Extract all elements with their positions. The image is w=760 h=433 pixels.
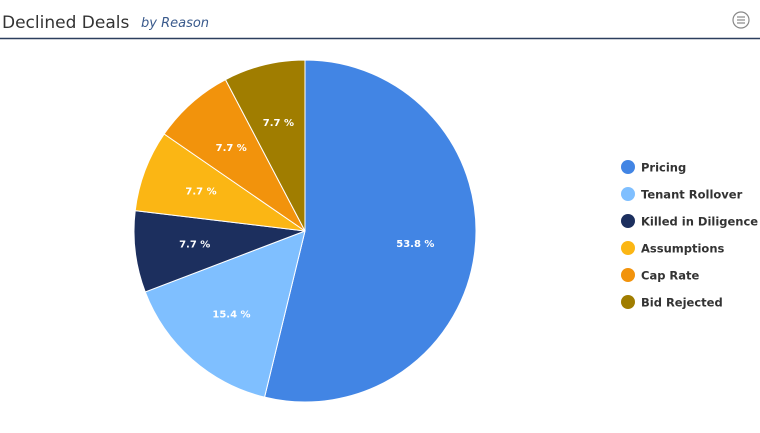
legend-marker[interactable] bbox=[621, 187, 635, 201]
slice-label: 7.7 % bbox=[216, 143, 247, 154]
legend-label[interactable]: Killed in Diligence bbox=[641, 215, 758, 229]
slice-label: 15.4 % bbox=[212, 309, 250, 320]
chart-title: Declined Deals bbox=[2, 13, 129, 33]
legend-marker[interactable] bbox=[621, 160, 635, 174]
slice-label: 7.7 % bbox=[263, 118, 294, 129]
pie-slice[interactable] bbox=[224, 59, 306, 232]
legend-label[interactable]: Bid Rejected bbox=[641, 296, 723, 310]
legend-label[interactable]: Assumptions bbox=[641, 242, 725, 256]
slice-label: 7.7 % bbox=[179, 240, 210, 251]
legend-label[interactable]: Cap Rate bbox=[641, 269, 700, 283]
slice-label: 7.7 % bbox=[185, 187, 216, 198]
legend-label[interactable]: Tenant Rollover bbox=[641, 188, 743, 202]
legend-marker[interactable] bbox=[621, 268, 635, 282]
legend-marker[interactable] bbox=[621, 214, 635, 228]
pie-slice[interactable] bbox=[144, 230, 306, 398]
pie-slice[interactable] bbox=[263, 59, 477, 403]
slice-label: 53.8 % bbox=[396, 239, 434, 250]
legend-label[interactable]: Pricing bbox=[641, 161, 686, 175]
menu-button[interactable] bbox=[732, 11, 750, 29]
legend-marker[interactable] bbox=[621, 241, 635, 255]
legend-marker[interactable] bbox=[621, 295, 635, 309]
chart-subtitle: by Reason bbox=[141, 16, 209, 31]
